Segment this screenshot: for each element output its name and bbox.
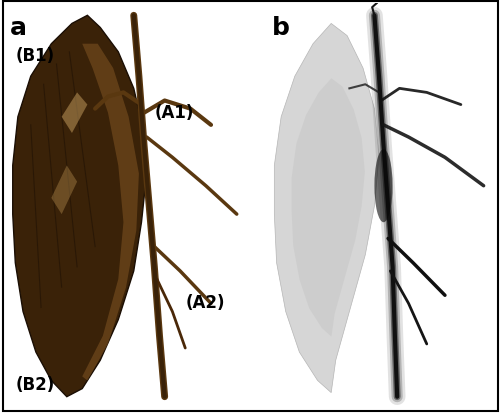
Text: a: a xyxy=(10,16,27,40)
Text: (A1): (A1) xyxy=(154,104,194,121)
Polygon shape xyxy=(52,166,77,215)
Text: (B1): (B1) xyxy=(16,47,54,65)
Polygon shape xyxy=(274,24,379,393)
Polygon shape xyxy=(62,93,88,134)
Polygon shape xyxy=(82,45,139,380)
Polygon shape xyxy=(118,4,262,409)
Ellipse shape xyxy=(374,150,392,223)
Polygon shape xyxy=(12,16,146,397)
Text: (B2): (B2) xyxy=(16,375,54,393)
Text: (A2): (A2) xyxy=(185,294,225,312)
Text: b: b xyxy=(272,16,290,40)
Polygon shape xyxy=(292,79,365,337)
